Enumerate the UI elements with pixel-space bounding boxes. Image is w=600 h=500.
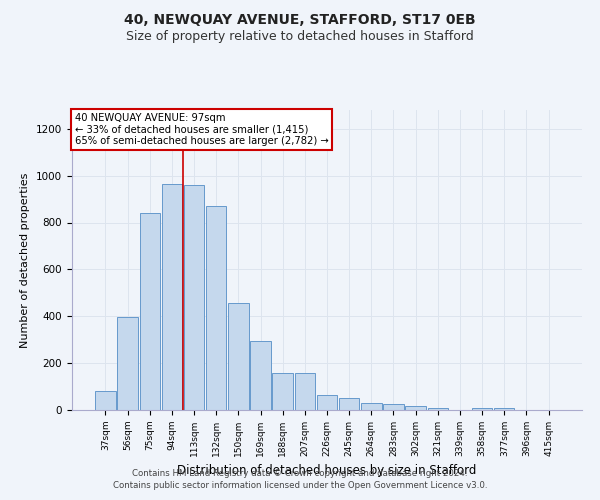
Bar (339, 398, 359, 410)
Bar (184, 185, 204, 410)
Bar (295, 372, 315, 410)
Bar (317, 395, 337, 410)
Bar (494, 408, 514, 410)
Bar (272, 372, 293, 410)
Bar (95, 391, 116, 410)
Text: Size of property relative to detached houses in Stafford: Size of property relative to detached ho… (126, 30, 474, 43)
Bar (228, 304, 248, 410)
X-axis label: Distribution of detached houses by size in Stafford: Distribution of detached houses by size … (178, 464, 476, 477)
Y-axis label: Number of detached properties: Number of detached properties (20, 172, 31, 348)
Bar (250, 341, 271, 410)
Text: Contains public sector information licensed under the Open Government Licence v3: Contains public sector information licen… (113, 481, 487, 490)
Bar (140, 213, 160, 410)
Text: 40, NEWQUAY AVENUE, STAFFORD, ST17 0EB: 40, NEWQUAY AVENUE, STAFFORD, ST17 0EB (124, 12, 476, 26)
Bar (472, 408, 493, 410)
Bar (361, 403, 382, 410)
Bar (383, 404, 404, 410)
Bar (428, 408, 448, 410)
Text: 40 NEWQUAY AVENUE: 97sqm
← 33% of detached houses are smaller (1,415)
65% of sem: 40 NEWQUAY AVENUE: 97sqm ← 33% of detach… (74, 113, 328, 146)
Bar (206, 206, 226, 410)
Bar (118, 318, 138, 410)
Bar (161, 184, 182, 410)
Bar (406, 406, 426, 410)
Text: Contains HM Land Registry data © Crown copyright and database right 2024.: Contains HM Land Registry data © Crown c… (132, 468, 468, 477)
